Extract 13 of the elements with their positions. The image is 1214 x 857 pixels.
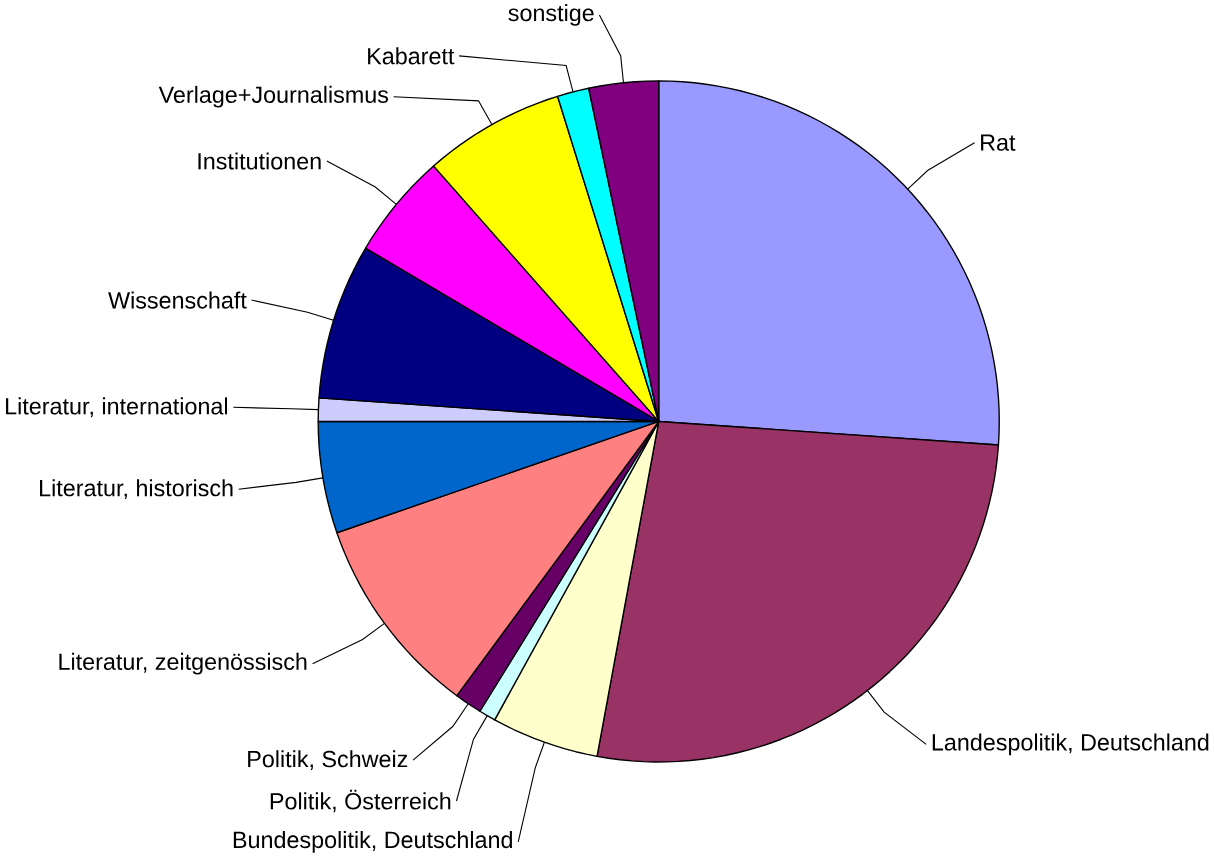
slice-label: Literatur, international	[6, 397, 228, 418]
slice-label: Bundespolitik, Deutschland	[233, 831, 512, 853]
slice-label: Wissenschaft	[108, 291, 247, 309]
slice-label: Politik, Österreich	[270, 789, 451, 813]
slice-label: Landespolitik, Deutschland	[932, 733, 1209, 756]
slice-label: Kabarett	[368, 47, 455, 65]
slice-label: Rat	[981, 134, 1016, 151]
slice-label: Literatur, zeitgenössisch	[59, 652, 307, 675]
slice-label: sonstige	[508, 4, 594, 26]
slice-label: Institutionen	[198, 152, 321, 170]
slice-label: Politik, Schweiz	[248, 750, 408, 771]
slice-label: Verlage+Journalismus	[158, 85, 389, 108]
slice-label: Literatur, historisch	[40, 479, 233, 500]
